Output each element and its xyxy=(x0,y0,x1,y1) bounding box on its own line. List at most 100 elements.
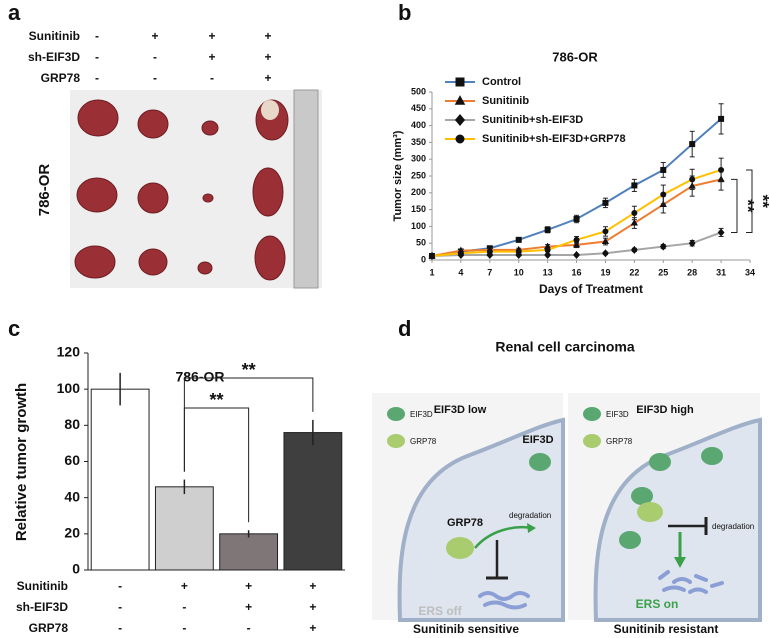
y-tick-label: 400 xyxy=(411,120,426,130)
y-tick-label: 50 xyxy=(416,238,426,248)
tumor xyxy=(77,99,119,137)
marker xyxy=(631,209,638,216)
bar xyxy=(154,486,214,571)
eif3d-icon xyxy=(701,447,723,465)
er xyxy=(483,600,527,610)
y-axis-label: Tumor size (mm³) xyxy=(392,130,404,221)
significance-label: ** xyxy=(754,195,770,209)
marker xyxy=(573,236,580,243)
marker xyxy=(544,246,551,253)
grp78-icon xyxy=(637,502,663,522)
condition-label: Sunitinib xyxy=(29,29,80,43)
chart-title: 786-OR xyxy=(552,49,598,64)
eif3d-icon xyxy=(387,407,405,421)
bar xyxy=(90,388,150,571)
marker xyxy=(544,226,551,233)
y-tick-label: 20 xyxy=(64,525,80,541)
ers-state: ERS on xyxy=(636,597,679,611)
tumor xyxy=(137,182,169,214)
condition-label: sh-EIF3D xyxy=(16,600,68,614)
condition-mark: + xyxy=(309,600,316,614)
x-tick-label: 1 xyxy=(429,267,434,277)
condition-label: GRP78 xyxy=(29,621,69,635)
panel-label: d xyxy=(398,316,411,341)
y-tick-label: 60 xyxy=(64,452,80,468)
legend-text: GRP78 xyxy=(606,437,633,446)
y-axis-label: Relative tumor growth xyxy=(13,383,30,541)
grp78-icon xyxy=(446,537,474,559)
x-tick-label: 34 xyxy=(745,267,755,277)
cell-line-label: 786-OR xyxy=(36,164,53,217)
process-label: degradation xyxy=(509,511,551,520)
tumor-highlight xyxy=(261,100,279,120)
protein-label: GRP78 xyxy=(447,517,483,529)
marker xyxy=(631,182,638,189)
y-tick-label: 0 xyxy=(72,561,80,577)
x-tick-label: 10 xyxy=(514,267,524,277)
tumor xyxy=(76,177,118,213)
x-tick-label: 31 xyxy=(716,267,726,277)
tumor xyxy=(197,261,213,275)
outcome-label: Sunitinib resistant xyxy=(614,622,719,636)
y-tick-label: 350 xyxy=(411,137,426,147)
panel-heading: EIF3D low xyxy=(434,404,487,416)
legend-text: EIF3D xyxy=(410,410,433,419)
tumor xyxy=(138,248,168,276)
marker xyxy=(454,114,466,126)
y-tick-label: 100 xyxy=(57,380,81,396)
marker xyxy=(659,242,667,251)
condition-mark: + xyxy=(181,579,188,593)
ruler xyxy=(293,89,319,289)
y-tick-label: 80 xyxy=(64,416,80,432)
er-structures xyxy=(478,570,724,610)
condition-mark: - xyxy=(247,621,251,635)
x-tick-label: 4 xyxy=(458,267,463,277)
y-tick-label: 200 xyxy=(411,187,426,197)
marker xyxy=(660,166,667,173)
condition-mark: + xyxy=(264,50,271,64)
condition-mark: - xyxy=(153,50,157,64)
marker xyxy=(717,228,725,237)
marker xyxy=(689,141,696,148)
tumor xyxy=(201,120,219,136)
condition-mark: - xyxy=(95,50,99,64)
y-tick-label: 500 xyxy=(411,86,426,96)
marker xyxy=(601,237,610,245)
tumor xyxy=(254,235,286,281)
er xyxy=(478,591,530,601)
y-tick-label: 0 xyxy=(421,254,426,264)
tumor xyxy=(137,109,169,139)
marker xyxy=(457,250,464,257)
condition-mark: + xyxy=(245,600,252,614)
bar xyxy=(283,432,343,571)
condition-mark: - xyxy=(95,29,99,43)
marker xyxy=(454,95,466,105)
legend-label: Control xyxy=(482,76,521,88)
condition-mark: - xyxy=(118,579,122,593)
eif3d-icon xyxy=(529,453,551,471)
tumor xyxy=(252,167,284,217)
marker xyxy=(718,166,725,173)
er xyxy=(658,570,724,594)
marker xyxy=(602,249,609,258)
significance-label: ** xyxy=(739,199,758,213)
marker xyxy=(718,115,725,122)
condition-mark: - xyxy=(182,600,186,614)
condition-mark: + xyxy=(245,579,252,593)
marker xyxy=(573,216,580,223)
grp78-icons xyxy=(387,434,663,559)
y-tick-label: 150 xyxy=(411,204,426,214)
eif3d-icons xyxy=(387,407,723,549)
panel-label: b xyxy=(398,0,411,25)
eif3d-icon xyxy=(631,487,653,505)
x-axis-label: Days of Treatment xyxy=(539,282,643,296)
condition-mark: + xyxy=(208,29,215,43)
x-tick-label: 7 xyxy=(487,267,492,277)
significance-bracket xyxy=(746,169,753,233)
tumor xyxy=(202,193,214,203)
marker xyxy=(602,199,609,206)
significance-bracket xyxy=(183,377,314,472)
diagram-title: Renal cell carcinoma xyxy=(495,339,635,355)
marker xyxy=(515,248,522,255)
condition-mark: + xyxy=(309,579,316,593)
